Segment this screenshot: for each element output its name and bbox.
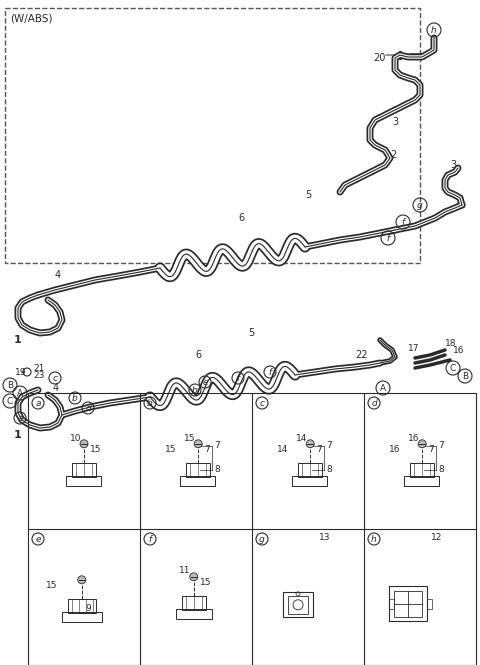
Text: 16: 16 (453, 346, 465, 354)
Bar (180, 475, 215, 486)
Bar (404, 475, 439, 486)
Text: 2: 2 (390, 150, 396, 160)
Text: a: a (17, 414, 23, 422)
Bar (72, 463, 96, 477)
Text: g: g (259, 535, 265, 543)
Text: 21: 21 (33, 364, 44, 372)
Bar (292, 475, 327, 486)
Circle shape (190, 573, 198, 581)
Text: 20: 20 (373, 53, 385, 63)
Text: 14: 14 (296, 434, 307, 443)
Text: 23: 23 (33, 370, 44, 380)
Text: A: A (17, 388, 23, 398)
Text: 9: 9 (86, 604, 92, 613)
Text: g: g (417, 201, 423, 209)
Text: b: b (72, 394, 78, 402)
Text: 7: 7 (326, 442, 332, 450)
Bar (176, 608, 212, 619)
Text: 8: 8 (214, 465, 220, 474)
Circle shape (80, 440, 88, 448)
Bar (288, 596, 308, 614)
Text: 13: 13 (319, 533, 331, 543)
Text: B: B (462, 372, 468, 380)
Bar (5, 8, 420, 263)
Text: (W/ABS): (W/ABS) (10, 13, 52, 23)
Text: 5: 5 (305, 190, 311, 200)
Circle shape (78, 576, 86, 584)
Text: 22: 22 (355, 350, 368, 360)
Circle shape (194, 440, 202, 448)
Text: d: d (85, 404, 91, 412)
Text: e: e (35, 535, 41, 543)
Text: 16: 16 (408, 434, 419, 443)
Bar (427, 598, 432, 608)
Bar (298, 463, 322, 477)
Text: 19: 19 (15, 368, 26, 376)
Text: B: B (7, 380, 13, 390)
Text: 16: 16 (389, 446, 400, 454)
Bar (62, 612, 102, 622)
Text: f: f (386, 233, 390, 243)
Text: 6: 6 (238, 213, 244, 223)
Bar (389, 598, 394, 608)
Text: 15: 15 (165, 446, 176, 454)
Text: a: a (35, 398, 41, 408)
Text: 10: 10 (70, 434, 81, 443)
Text: b: b (192, 386, 198, 394)
Text: h: h (371, 535, 377, 543)
Text: C: C (450, 364, 456, 372)
Text: 8: 8 (326, 465, 332, 474)
Text: d: d (371, 398, 377, 408)
Bar (394, 591, 422, 617)
Bar (68, 598, 96, 613)
Text: e: e (202, 378, 208, 386)
Bar (389, 586, 427, 621)
Text: 15: 15 (200, 579, 211, 587)
Text: f: f (268, 368, 272, 376)
Text: f: f (148, 535, 152, 543)
Text: b: b (147, 398, 153, 408)
Text: c: c (260, 398, 264, 408)
Text: 17: 17 (408, 344, 420, 352)
Text: c: c (52, 374, 58, 382)
Bar (182, 596, 206, 610)
Text: 6: 6 (195, 350, 201, 360)
Text: 7: 7 (438, 442, 444, 450)
Bar (66, 475, 101, 486)
Text: 5: 5 (248, 328, 254, 338)
Text: 15: 15 (90, 446, 101, 454)
Text: 11: 11 (179, 566, 191, 575)
Text: f: f (401, 217, 405, 227)
Text: 12: 12 (431, 533, 443, 543)
Bar (186, 463, 210, 477)
Text: 4: 4 (53, 383, 59, 393)
Bar (28, 393, 476, 665)
Text: 2: 2 (457, 195, 463, 205)
Text: 4: 4 (55, 270, 61, 280)
Text: 7: 7 (316, 446, 322, 454)
Text: 1: 1 (14, 430, 22, 440)
Text: 7: 7 (428, 446, 434, 454)
Bar (283, 592, 313, 617)
Text: f: f (237, 374, 240, 382)
Text: 14: 14 (277, 446, 288, 454)
Text: 1: 1 (14, 335, 22, 345)
Text: 8: 8 (438, 465, 444, 474)
Text: 3: 3 (450, 160, 456, 170)
Text: 18: 18 (445, 338, 456, 348)
Text: 15: 15 (184, 434, 195, 443)
Text: 7: 7 (204, 446, 210, 454)
Text: 15: 15 (46, 581, 58, 591)
Text: C: C (7, 396, 13, 406)
Bar (410, 463, 434, 477)
Circle shape (418, 440, 426, 448)
Text: 3: 3 (392, 117, 398, 127)
Text: 7: 7 (214, 442, 220, 450)
Text: h: h (431, 25, 437, 35)
Text: A: A (380, 384, 386, 392)
Circle shape (306, 440, 314, 448)
